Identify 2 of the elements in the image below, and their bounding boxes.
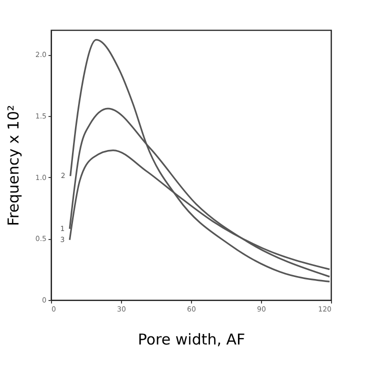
x-axis-title: Pore width, AF	[138, 330, 246, 348]
y-axis-title: Frequency x 10²	[4, 104, 22, 226]
